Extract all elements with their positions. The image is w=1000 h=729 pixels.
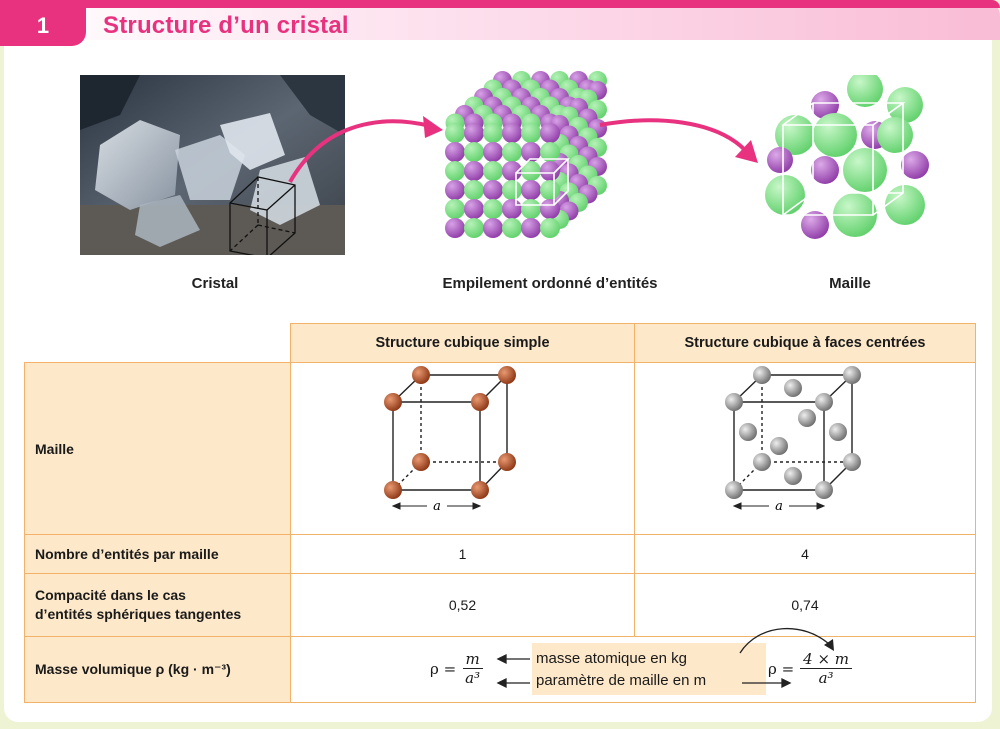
stack-sphere xyxy=(464,199,484,219)
simple-cubic-diagram: a xyxy=(383,366,516,514)
stack-sphere xyxy=(540,123,560,143)
stack-sphere xyxy=(540,218,560,238)
cell-sphere xyxy=(877,117,913,153)
stack-sphere xyxy=(464,218,484,238)
section-title: Structure d’un cristal xyxy=(103,12,349,39)
cell-entities-simple: 1 xyxy=(290,534,635,574)
frac-fcc-den: a³ xyxy=(818,669,834,687)
stack-sphere xyxy=(521,199,541,219)
cell-sphere xyxy=(887,87,923,123)
stack-sphere xyxy=(483,199,503,219)
stack-sphere xyxy=(445,123,465,143)
stack-sphere xyxy=(521,142,541,162)
stack-sphere xyxy=(540,142,560,162)
arrow-1-icon xyxy=(288,116,443,183)
cell-compacity-fcc: 0,74 xyxy=(634,573,976,637)
stack-cell-outline xyxy=(515,158,570,206)
stack-sphere xyxy=(445,142,465,162)
stack-sphere xyxy=(483,218,503,238)
frac-fcc: 4 × m a³ xyxy=(800,650,853,687)
stack-sphere xyxy=(464,142,484,162)
formula-simple: ρ = m a³ xyxy=(430,650,483,687)
stack-sphere xyxy=(521,180,541,200)
cell-sphere xyxy=(885,185,925,225)
stack-sphere xyxy=(464,161,484,181)
stack-sphere xyxy=(502,161,522,181)
col-header-simple: Structure cubique simple xyxy=(290,323,635,363)
cell-sphere xyxy=(901,151,929,179)
fcc-diagram: a xyxy=(725,366,861,514)
cell-sphere xyxy=(843,148,887,192)
stack-sphere xyxy=(502,180,522,200)
rho-fcc: ρ = xyxy=(768,659,795,678)
stack-sphere xyxy=(502,142,522,162)
cell-outline xyxy=(782,102,906,216)
stack-sphere xyxy=(521,123,541,143)
stack-sphere xyxy=(464,123,484,143)
rho-simple: ρ = xyxy=(430,659,457,678)
cell-sphere xyxy=(767,147,793,173)
note-band xyxy=(532,643,766,695)
cell-sphere xyxy=(765,175,805,215)
cell-compacity-simple: 0,52 xyxy=(290,573,635,637)
compacity-label-line1: Compacité dans le cas xyxy=(35,587,186,604)
row-label-density: Masse volumique ρ (kg · m⁻³) xyxy=(24,636,291,703)
sphere-stack xyxy=(445,71,607,238)
cell-maille-simple: a xyxy=(290,362,635,535)
curved-arrow-icon xyxy=(739,627,834,654)
note-param: paramètre de maille en m xyxy=(536,672,707,689)
stack-sphere xyxy=(483,161,503,181)
stack-sphere xyxy=(502,199,522,219)
caption-stack: Empilement ordonné d’entités xyxy=(442,275,658,292)
header-band-top xyxy=(0,0,1000,8)
stack-sphere xyxy=(483,142,503,162)
structures-table: Structure cubique simple Structure cubiq… xyxy=(24,323,976,703)
stack-sphere xyxy=(521,161,541,181)
stack-sphere xyxy=(521,218,541,238)
unit-cell xyxy=(765,75,929,239)
col-header-fcc: Structure cubique à faces centrées xyxy=(634,323,976,363)
stack-sphere xyxy=(445,161,465,181)
stack-sphere xyxy=(445,199,465,219)
note-mass: masse atomique en kg xyxy=(536,650,687,667)
stack-sphere xyxy=(464,180,484,200)
caption-cell: Maille xyxy=(829,275,871,292)
stack-sphere xyxy=(502,218,522,238)
frac-simple-num: m xyxy=(462,650,483,669)
section-number: 1 xyxy=(0,6,86,46)
stack-sphere xyxy=(540,161,560,181)
stack-sphere xyxy=(483,180,503,200)
cell-entities-fcc: 4 xyxy=(634,534,976,574)
frac-fcc-num: 4 × m xyxy=(800,650,853,669)
cell-sphere xyxy=(847,75,883,107)
stack-sphere xyxy=(483,123,503,143)
formula-fcc: ρ = 4 × m a³ xyxy=(768,650,853,687)
stack-sphere xyxy=(502,123,522,143)
row-label-compacity: Compacité dans le cas d’entités sphériqu… xyxy=(24,573,291,637)
caption-crystal: Cristal xyxy=(191,275,239,292)
row-label-maille: Maille xyxy=(24,362,291,535)
frac-simple: m a³ xyxy=(462,650,483,687)
frac-simple-den: a³ xyxy=(465,669,481,687)
cell-sphere xyxy=(801,211,829,239)
arrow-2-icon xyxy=(599,118,758,163)
compacity-label-line2: d’entités sphériques tangentes xyxy=(35,606,242,622)
stack-sphere xyxy=(445,218,465,238)
row-label-entities: Nombre d’entités par maille xyxy=(24,534,291,574)
cell-sphere xyxy=(811,91,839,119)
cell-sphere xyxy=(811,156,839,184)
cell-sphere xyxy=(813,113,857,157)
cell-maille-fcc: a xyxy=(634,362,976,535)
stack-sphere xyxy=(445,180,465,200)
stack-sphere xyxy=(540,180,560,200)
dim-label-simple: a xyxy=(433,499,441,514)
dim-label-fcc: a xyxy=(775,499,783,514)
note-arrows-icon xyxy=(496,653,792,689)
